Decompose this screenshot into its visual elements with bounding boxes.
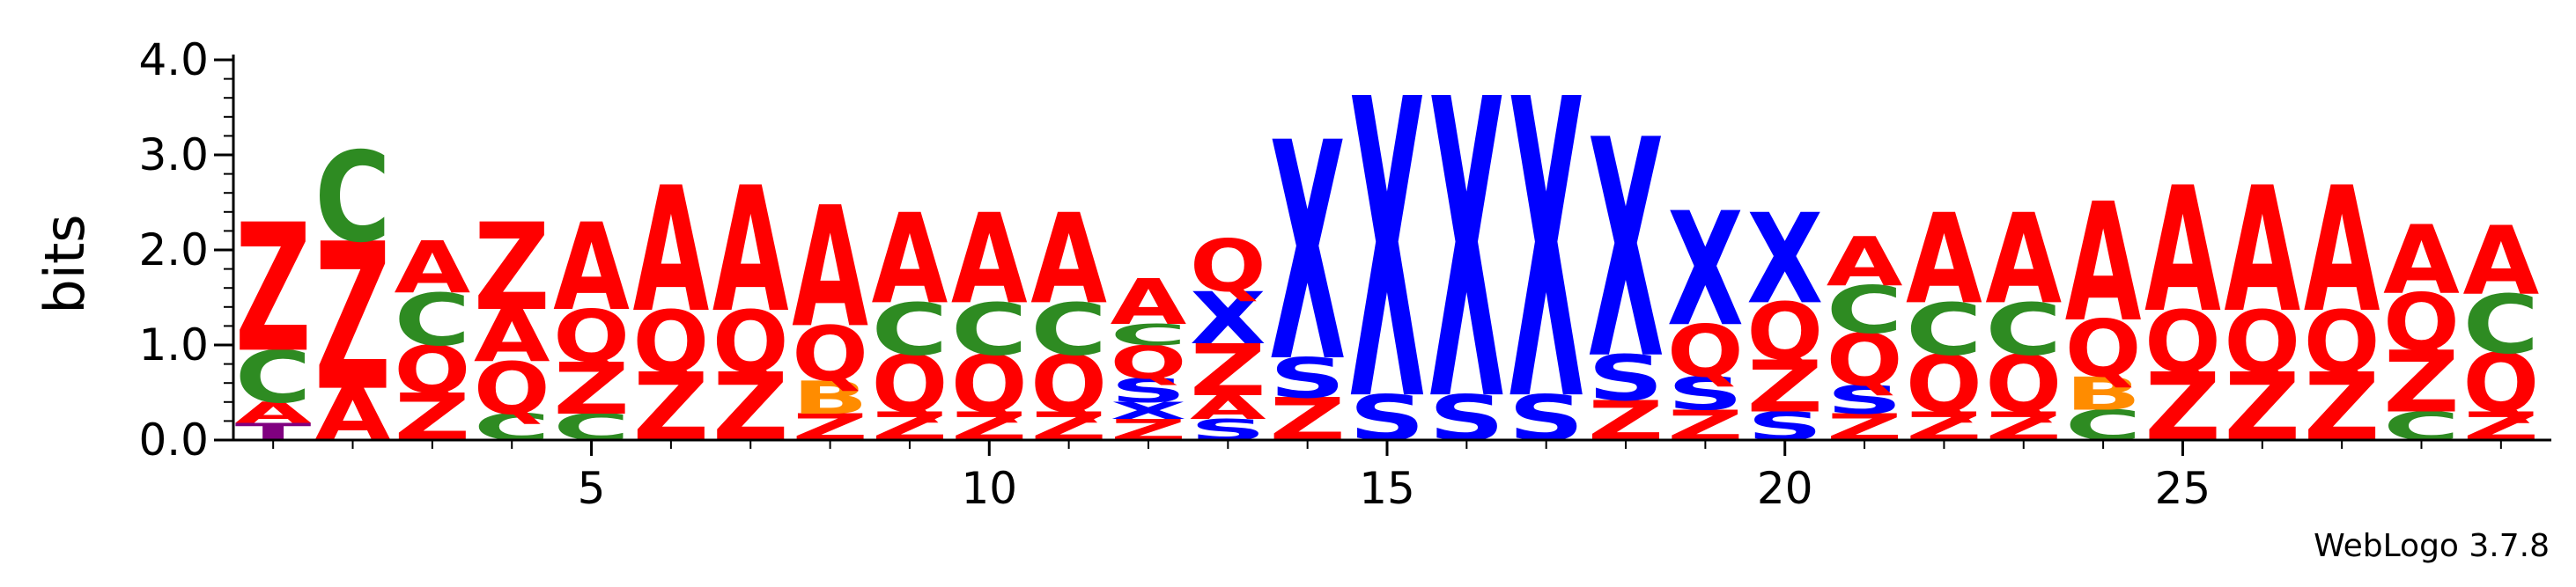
glyph-a-pos-9: A	[872, 187, 948, 332]
glyph-q-pos-8: Q	[792, 311, 868, 399]
glyph-q-pos-24: Q	[2065, 304, 2142, 395]
glyph-b-pos-24: B	[2065, 367, 2142, 420]
glyph-a-pos-10: A	[951, 187, 1028, 332]
glyph-c-pos-21: C	[1827, 273, 1903, 349]
glyph-z-pos-2: Z	[314, 202, 391, 437]
glyph-q-pos-4: Q	[474, 347, 550, 430]
glyph-c-pos-12: C	[1111, 319, 1187, 352]
glyph-b-pos-8: B	[792, 371, 868, 424]
glyph-q-pos-6: Q	[633, 294, 710, 393]
glyph-s-pos-18: S	[1588, 342, 1664, 415]
glyph-c-pos-10: C	[951, 288, 1028, 371]
glyph-q-pos-27: Q	[2304, 294, 2380, 393]
glyph-a-pos-6: A	[633, 150, 710, 350]
glyph-q-pos-20: Q	[1746, 287, 1823, 378]
glyph-z-pos-5: Z	[553, 348, 630, 431]
glyph-q-pos-5: Q	[553, 294, 630, 378]
glyph-c-pos-23: C	[1985, 288, 2062, 371]
glyph-z-pos-4: Z	[474, 199, 550, 338]
glyph-a-pos-26: A	[2224, 150, 2300, 350]
glyph-a-pos-12: A	[1111, 267, 1187, 340]
glyph-q-pos-13: Q	[1190, 224, 1266, 308]
glyph-a-pos-1: A	[235, 397, 312, 430]
glyph-a-pos-4: A	[474, 296, 550, 379]
glyph-c-pos-1: C	[235, 335, 312, 419]
y-tick-label: 4.0	[138, 34, 209, 85]
glyph-x-pos-15: X	[1349, 14, 1426, 492]
glyph-q-pos-12: Q	[1111, 336, 1187, 389]
glyph-a-pos-28: A	[2383, 205, 2460, 315]
glyph-q-pos-26: Q	[2224, 294, 2300, 393]
glyph-c-pos-9: C	[872, 288, 948, 371]
glyph-a-pos-11: A	[1030, 187, 1107, 332]
glyph-a-pos-27: A	[2304, 150, 2380, 350]
glyph-x-pos-12: X	[1111, 398, 1187, 425]
glyph-a-pos-21: A	[1827, 223, 1903, 302]
x-tick-label: 25	[2155, 463, 2211, 514]
glyph-s-pos-21: S	[1827, 378, 1903, 422]
glyph-a-pos-13: A	[1190, 389, 1266, 427]
glyph-s-pos-12: S	[1111, 372, 1187, 410]
glyph-c-pos-2: C	[314, 125, 391, 270]
glyph-q-pos-29: Q	[2462, 336, 2539, 430]
glyph-x-pos-14: X	[1269, 78, 1346, 429]
letter-stacks: TACZAZCZQCACQAZCZQAZQAZQAZBQAZQCAZQCAZQC…	[235, 14, 2540, 492]
y-tick-label: 2.0	[138, 224, 209, 275]
x-tick-label: 15	[1359, 463, 1415, 514]
glyph-q-pos-21: Q	[1827, 318, 1903, 401]
glyph-z-pos-1: Z	[235, 187, 312, 392]
glyph-z-pos-20: Z	[1746, 346, 1823, 429]
x-tick-label: 20	[1757, 463, 1813, 514]
y-axis-label: bits	[33, 214, 97, 313]
glyph-c-pos-29: C	[2462, 278, 2539, 372]
glyph-c-pos-3: C	[394, 279, 470, 363]
glyph-x-pos-18: X	[1588, 76, 1664, 426]
glyph-x-pos-13: X	[1190, 277, 1266, 361]
glyph-x-pos-16: X	[1428, 14, 1505, 492]
glyph-a-pos-22: A	[1906, 187, 1982, 332]
glyph-x-pos-17: X	[1508, 14, 1584, 492]
glyph-z-pos-13: Z	[1190, 329, 1266, 413]
y-tick-label: 0.0	[138, 415, 209, 466]
glyph-q-pos-19: Q	[1667, 310, 1744, 393]
x-tick-label: 5	[578, 463, 606, 514]
glyph-q-pos-9: Q	[872, 339, 948, 430]
glyph-z-pos-28: Z	[2383, 333, 2460, 432]
glyph-q-pos-11: Q	[1030, 339, 1107, 430]
weblogo-credit: WebLogo 3.7.8	[2314, 528, 2550, 564]
glyph-q-pos-22: Q	[1906, 339, 1982, 430]
glyph-x-pos-19: X	[1667, 180, 1744, 363]
y-tick-label: 1.0	[138, 319, 209, 371]
glyph-s-pos-19: S	[1667, 367, 1744, 420]
glyph-q-pos-10: Q	[951, 339, 1028, 430]
glyph-a-pos-23: A	[1985, 187, 2062, 332]
glyph-q-pos-25: Q	[2144, 294, 2221, 393]
glyph-q-pos-3: Q	[395, 333, 471, 408]
glyph-c-pos-11: C	[1030, 288, 1107, 371]
glyph-c-pos-22: C	[1906, 288, 1982, 371]
glyph-a-pos-5: A	[553, 198, 630, 337]
glyph-a-pos-3: A	[395, 227, 471, 311]
axes: 0.0 1.0 2.0 3.0 4.0 5 10 15 20 25	[138, 34, 2551, 514]
glyph-a-pos-7: A	[712, 150, 789, 350]
glyph-a-pos-24: A	[2065, 169, 2142, 358]
glyph-x-pos-20: X	[1746, 188, 1823, 333]
y-tick-label: 3.0	[138, 129, 209, 180]
x-tick-label: 10	[961, 463, 1017, 514]
glyph-q-pos-23: Q	[1985, 339, 2062, 430]
glyph-q-pos-7: Q	[712, 294, 789, 393]
glyph-a-pos-25: A	[2144, 150, 2221, 350]
glyph-a-pos-8: A	[792, 171, 868, 364]
glyph-a-pos-29: A	[2462, 206, 2539, 316]
glyph-s-pos-14: S	[1269, 347, 1346, 411]
glyph-q-pos-28: Q	[2383, 277, 2460, 369]
